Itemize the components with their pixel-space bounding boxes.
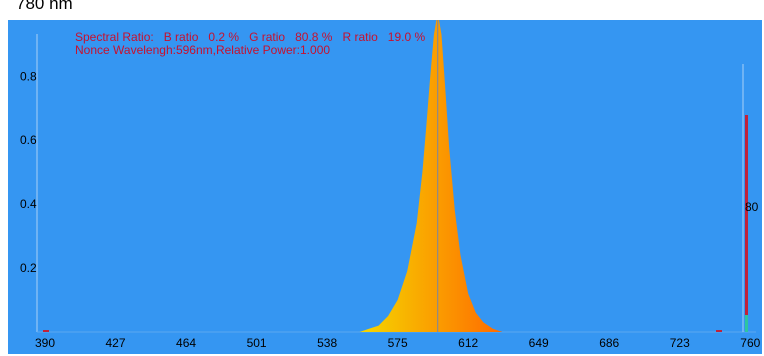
b-ratio-label: B ratio bbox=[163, 30, 199, 44]
x-tick-label: 686 bbox=[599, 336, 619, 350]
left-marker bbox=[43, 330, 49, 332]
spectrum-panel: Spectral Ratio: B ratio 0.2 % G ratio 80.8 %… bbox=[8, 20, 762, 354]
y-tick-label: 0.2 bbox=[20, 261, 37, 275]
side-gauge-red-bar bbox=[745, 115, 748, 315]
side-gauge-label: 80 bbox=[745, 200, 759, 214]
x-tick-label: 464 bbox=[176, 336, 196, 350]
page-title: 780 nm bbox=[16, 0, 73, 13]
r-ratio-value: 19.0 % bbox=[387, 30, 426, 44]
y-tick-labels: 0.20.40.60.81.0 bbox=[20, 69, 37, 275]
x-tick-labels: 390 427 464 501 538 575 612 649 686 723 760 bbox=[35, 336, 761, 350]
spectrum-chart: 0.20.40.60.81.0 390427464501538575612649… bbox=[20, 20, 761, 350]
x-tick-label: 723 bbox=[670, 336, 690, 350]
y-tick-label: 0.8 bbox=[20, 69, 37, 83]
x-tick-label: 649 bbox=[529, 336, 549, 350]
g-ratio-label: G ratio bbox=[249, 30, 286, 44]
spectral-ratio-label: Spectral Ratio: bbox=[75, 30, 154, 44]
r-ratio-label: R ratio bbox=[342, 30, 378, 44]
b-ratio-value: 0.2 % bbox=[208, 30, 240, 44]
x-tick-label: 390 bbox=[35, 336, 55, 350]
x-tick-label: 612 bbox=[458, 336, 478, 350]
right-marker bbox=[716, 330, 722, 332]
y-tick-label: 0.4 bbox=[20, 197, 37, 211]
x-tick-label: 538 bbox=[317, 336, 337, 350]
y-tick-label: 0.6 bbox=[20, 133, 37, 147]
spectral-ratio-line: Spectral Ratio: B ratio 0.2 % G ratio 80.8 %… bbox=[75, 30, 435, 44]
side-gauge-green-bar bbox=[745, 315, 748, 332]
x-tick-label: 427 bbox=[106, 336, 126, 350]
x-tick-label: 760 bbox=[740, 336, 760, 350]
x-tick-label: 575 bbox=[388, 336, 408, 350]
peak-info: Nonce Wavelengh:596nm,Relative Power:1.0… bbox=[75, 43, 331, 57]
spectrum-curve bbox=[359, 20, 503, 332]
g-ratio-value: 80.8 % bbox=[295, 30, 333, 44]
x-tick-label: 501 bbox=[247, 336, 267, 350]
